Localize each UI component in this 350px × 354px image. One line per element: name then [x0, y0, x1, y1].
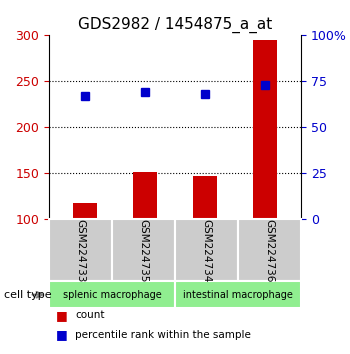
Title: GDS2982 / 1454875_a_at: GDS2982 / 1454875_a_at — [78, 16, 272, 33]
Text: splenic macrophage: splenic macrophage — [63, 290, 161, 300]
Text: GSM224736: GSM224736 — [265, 219, 274, 282]
Bar — [253, 40, 277, 219]
Text: cell type: cell type — [4, 290, 51, 300]
Text: GSM224733: GSM224733 — [76, 219, 85, 282]
Text: GSM224735: GSM224735 — [139, 219, 148, 282]
Bar — [73, 203, 97, 219]
Text: ■: ■ — [56, 309, 68, 321]
Text: percentile rank within the sample: percentile rank within the sample — [75, 330, 251, 339]
Text: intestinal macrophage: intestinal macrophage — [183, 290, 293, 300]
Text: ■: ■ — [56, 328, 68, 341]
Text: GSM224734: GSM224734 — [202, 219, 211, 282]
Text: count: count — [75, 310, 105, 320]
Bar — [193, 176, 217, 219]
Bar — [133, 172, 157, 219]
